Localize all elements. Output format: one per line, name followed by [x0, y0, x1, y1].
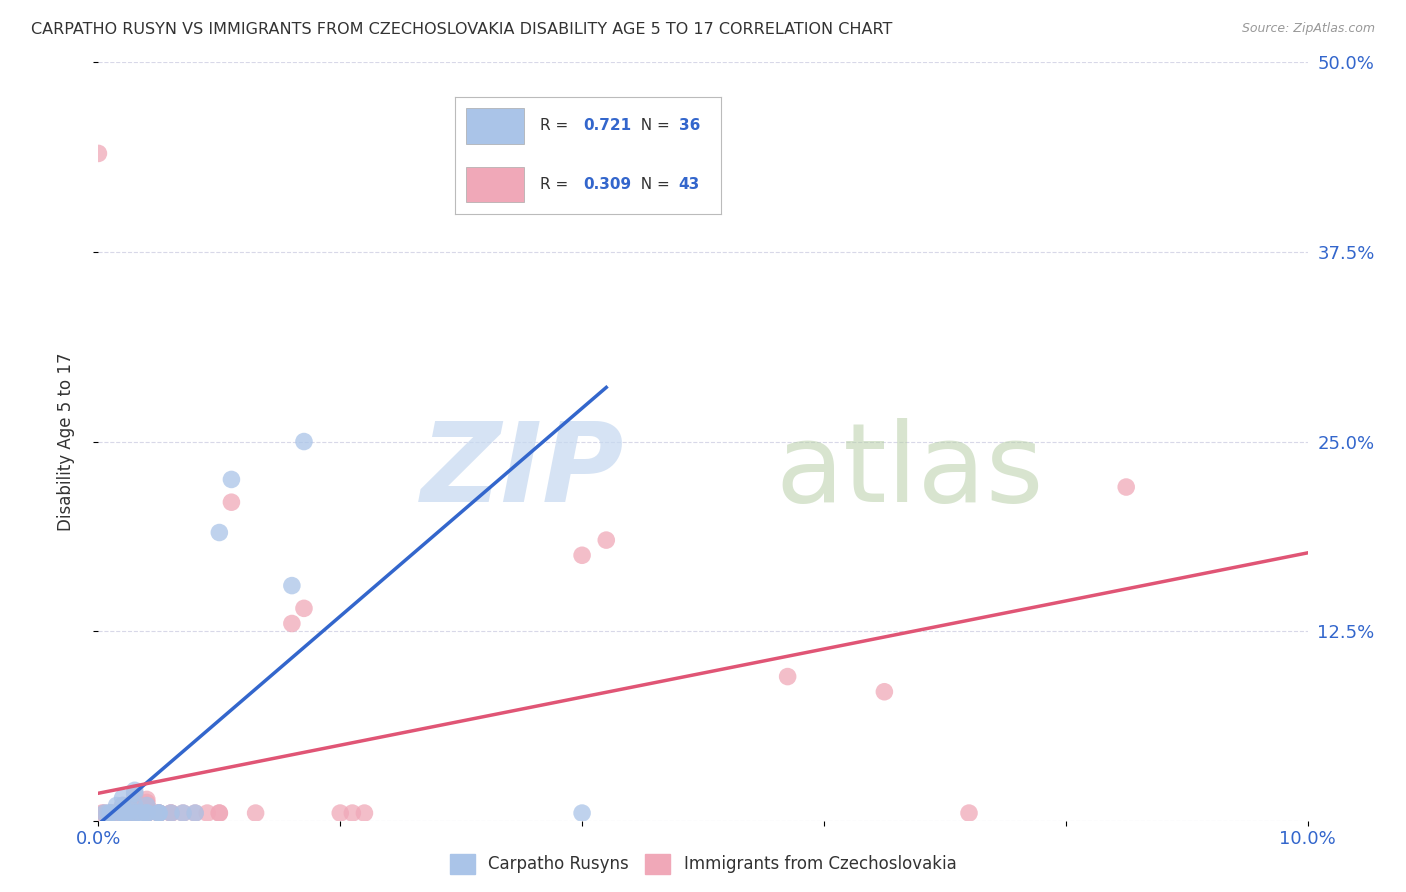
Point [195, 806, 218, 821]
Point [221, 473, 243, 487]
Point [111, 806, 134, 821]
Point [172, 806, 194, 821]
Point [281, 579, 304, 593]
Point [124, 806, 146, 821]
Point [873, 685, 896, 699]
Point [148, 806, 170, 821]
Point [148, 806, 170, 821]
Point [101, 806, 124, 821]
Point [160, 806, 183, 821]
Point [129, 806, 152, 821]
Point [160, 806, 183, 821]
Point [124, 786, 146, 800]
Point [135, 798, 157, 813]
Point [100, 806, 122, 821]
Point [111, 806, 134, 821]
Point [135, 806, 157, 821]
Point [292, 434, 315, 449]
Point [208, 525, 231, 540]
Point [124, 791, 146, 805]
Point [172, 806, 194, 821]
Point [111, 791, 134, 805]
Point [292, 601, 315, 615]
Point [957, 806, 980, 821]
Point [91, 806, 114, 821]
Point [105, 798, 128, 813]
Point [97, 806, 120, 821]
Point [114, 806, 136, 821]
Point [135, 806, 157, 821]
Point [595, 533, 617, 548]
Point [124, 806, 146, 821]
Point [208, 806, 231, 821]
Point [160, 806, 183, 821]
Point [184, 806, 207, 821]
Point [93, 806, 115, 821]
Point [124, 806, 146, 821]
Point [1115, 480, 1137, 494]
Point [111, 798, 134, 813]
Point [221, 495, 243, 509]
Point [105, 806, 128, 821]
Point [342, 806, 364, 821]
Point [114, 806, 136, 821]
Point [135, 806, 157, 821]
Point [100, 806, 122, 821]
Point [111, 798, 134, 813]
Point [105, 806, 128, 821]
Point [353, 806, 375, 821]
Point [148, 806, 170, 821]
Point [135, 806, 157, 821]
Point [135, 806, 157, 821]
Point [135, 798, 157, 813]
Point [118, 798, 141, 813]
Text: Source: ZipAtlas.com: Source: ZipAtlas.com [1241, 22, 1375, 36]
Point [148, 806, 170, 821]
Point [111, 806, 134, 821]
Point [124, 806, 146, 821]
Point [87, 146, 110, 161]
Point [100, 806, 122, 821]
Point [124, 796, 146, 810]
Point [118, 806, 141, 821]
Point [118, 806, 141, 821]
Point [118, 806, 141, 821]
Text: atlas: atlas [776, 418, 1045, 525]
Point [124, 786, 146, 800]
Point [329, 806, 352, 821]
Point [245, 806, 267, 821]
Point [135, 792, 157, 806]
Y-axis label: Disability Age 5 to 17: Disability Age 5 to 17 [56, 352, 75, 531]
Point [111, 801, 134, 815]
Point [148, 806, 170, 821]
Legend: Carpatho Rusyns, Immigrants from Czechoslovakia: Carpatho Rusyns, Immigrants from Czechos… [443, 847, 963, 880]
Point [547, 161, 569, 176]
Point [93, 806, 115, 821]
Point [127, 806, 149, 821]
Point [281, 616, 304, 631]
Point [100, 806, 122, 821]
Point [135, 806, 157, 821]
Point [111, 806, 134, 821]
Point [111, 806, 134, 821]
Point [135, 806, 157, 821]
Point [571, 548, 593, 563]
Text: ZIP: ZIP [420, 418, 624, 525]
Point [184, 806, 207, 821]
Text: CARPATHO RUSYN VS IMMIGRANTS FROM CZECHOSLOVAKIA DISABILITY AGE 5 TO 17 CORRELAT: CARPATHO RUSYN VS IMMIGRANTS FROM CZECHO… [31, 22, 893, 37]
Point [124, 798, 146, 813]
Point [135, 796, 157, 810]
Point [135, 798, 157, 813]
Point [148, 806, 170, 821]
Point [124, 783, 146, 797]
Point [111, 806, 134, 821]
Point [571, 806, 593, 821]
Point [208, 806, 231, 821]
Point [124, 798, 146, 813]
Point [776, 669, 799, 683]
Point [114, 806, 136, 821]
